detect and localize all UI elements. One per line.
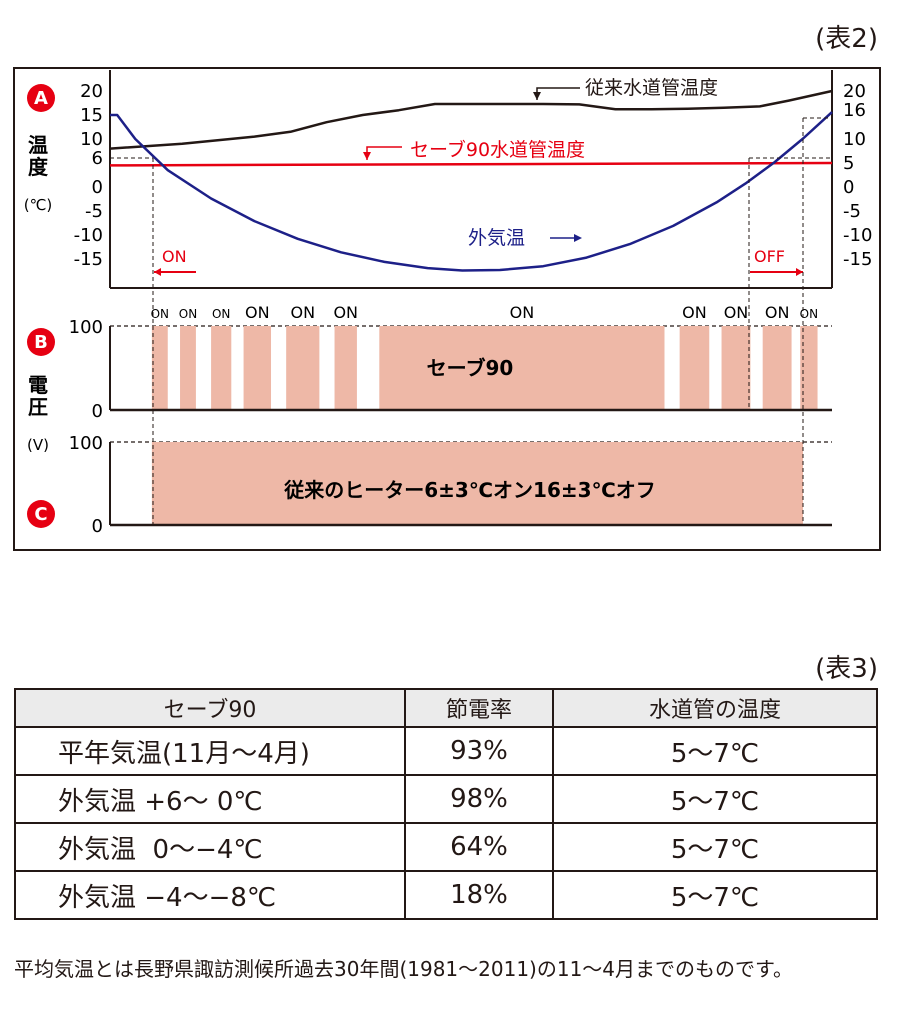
table-cell: 5〜7℃ bbox=[552, 726, 878, 776]
panel-b-ylabel: 電圧 bbox=[28, 373, 48, 419]
panel-b-on-bar bbox=[243, 326, 272, 410]
energy-saving-table: セーブ90 節電率 水道管の温度 平年気温(11月〜4月) 93% 5〜7℃ 外… bbox=[14, 688, 878, 920]
y-tick-right: 10 bbox=[843, 129, 866, 150]
on-annotation: ON bbox=[154, 247, 196, 276]
table-cell: 98% bbox=[404, 774, 554, 824]
footnote: 平均気温とは長野県諏訪測候所過去30年間(1981〜2011)の11〜4月までの… bbox=[14, 957, 794, 981]
svg-text:100: 100 bbox=[69, 433, 103, 454]
table-cell: 5〜7℃ bbox=[552, 822, 878, 872]
label-conventional: 従来水道管温度 bbox=[533, 77, 718, 100]
panel-b-on-bar bbox=[800, 326, 818, 410]
column-header: 節電率 bbox=[404, 688, 554, 728]
column-header: セーブ90 bbox=[14, 688, 406, 728]
y-tick-left: 15 bbox=[80, 105, 103, 126]
table-row: 外気温 +6〜 0℃ 98% 5〜7℃ bbox=[14, 774, 878, 824]
on-label: ON bbox=[333, 303, 358, 322]
table-cell: 18% bbox=[404, 870, 554, 920]
table-cell: 93% bbox=[404, 726, 554, 776]
y-tick-right: 20 bbox=[843, 81, 866, 102]
y-tick-right: 16 bbox=[843, 100, 866, 121]
y-tick-left: -5 bbox=[85, 201, 103, 222]
svg-text:0: 0 bbox=[92, 401, 103, 422]
panel-b-badge: B bbox=[27, 328, 55, 356]
svg-text:従来水道管温度: 従来水道管温度 bbox=[585, 77, 718, 99]
guide-lines bbox=[110, 117, 832, 525]
label-outdoor: 外気温 bbox=[468, 227, 582, 249]
panel-a-ylabel: 温度 bbox=[28, 133, 49, 179]
table-cell: 外気温 −4〜−8℃ bbox=[14, 870, 406, 920]
panel-b-yunit: (V) bbox=[27, 436, 49, 454]
panel-b-on-bar bbox=[679, 326, 710, 410]
panel-b-on-bar bbox=[721, 326, 751, 410]
panel-b-on-bar bbox=[762, 326, 792, 410]
on-label: ON bbox=[682, 303, 707, 322]
svg-text:100: 100 bbox=[69, 317, 103, 338]
panel-a-yunit: (℃) bbox=[24, 196, 53, 214]
panel-b-bar-label: セーブ90 bbox=[427, 356, 514, 380]
table-cell: 64% bbox=[404, 822, 554, 872]
y-tick-left: 0 bbox=[92, 177, 103, 198]
y-tick-left: 10 bbox=[80, 129, 103, 150]
y-tick-left: 6 bbox=[92, 148, 103, 169]
svg-text:B: B bbox=[34, 332, 48, 353]
on-label: ON bbox=[179, 307, 197, 321]
on-label: ON bbox=[510, 303, 535, 322]
panel-b-on-bar bbox=[379, 326, 665, 410]
panel-b-on-bar bbox=[211, 326, 232, 410]
panel-b-on-bar bbox=[334, 326, 357, 410]
panel-c-plot: 100 0 従来のヒーター6±3℃オン16±3℃オフ bbox=[69, 433, 832, 537]
conventional-pipe-temp-line bbox=[109, 89, 833, 150]
table-row: 外気温 0〜−4℃ 64% 5〜7℃ bbox=[14, 822, 878, 872]
table-row: 平年気温(11月〜4月) 93% 5〜7℃ bbox=[14, 726, 878, 776]
chart-frame bbox=[13, 67, 881, 551]
y-tick-left: -10 bbox=[74, 225, 103, 246]
y-tick-right: -10 bbox=[843, 225, 872, 246]
table-header-row: セーブ90 節電率 水道管の温度 bbox=[14, 688, 878, 728]
svg-text:OFF: OFF bbox=[754, 247, 785, 266]
table3-caption: (表3) bbox=[815, 654, 878, 684]
y-tick-left: 20 bbox=[80, 81, 103, 102]
svg-text:0: 0 bbox=[92, 516, 103, 537]
on-label: ON bbox=[800, 307, 818, 321]
off-annotation: OFF bbox=[750, 247, 803, 276]
panel-c-badge: C bbox=[27, 500, 55, 528]
table-cell: 平年気温(11月〜4月) bbox=[14, 726, 406, 776]
panel-b-on-bar bbox=[151, 326, 168, 410]
svg-text:C: C bbox=[34, 504, 47, 525]
svg-text:ON: ON bbox=[162, 247, 187, 266]
table-row: 外気温 −4〜−8℃ 18% 5〜7℃ bbox=[14, 870, 878, 920]
y-tick-right: -15 bbox=[843, 249, 872, 270]
table2-caption: (表2) bbox=[815, 24, 878, 54]
table-cell: 外気温 0〜−4℃ bbox=[14, 822, 406, 872]
panel-c-on-bar bbox=[151, 442, 804, 525]
svg-text:外気温: 外気温 bbox=[468, 227, 525, 249]
outdoor-temp-line bbox=[110, 111, 833, 272]
save90-pipe-temp-line bbox=[109, 161, 833, 167]
on-label: ON bbox=[724, 303, 749, 322]
svg-text:セーブ90水道管温度: セーブ90水道管温度 bbox=[410, 138, 585, 161]
panel-b-on-bar bbox=[180, 326, 196, 410]
label-save90: セーブ90水道管温度 bbox=[363, 138, 585, 161]
table-cell: 5〜7℃ bbox=[552, 774, 878, 824]
on-label: ON bbox=[290, 303, 315, 322]
panel-a-badge: A bbox=[27, 84, 55, 112]
on-label: ON bbox=[212, 307, 230, 321]
table-cell: 外気温 +6〜 0℃ bbox=[14, 774, 406, 824]
column-header: 水道管の温度 bbox=[552, 688, 878, 728]
panel-b-on-bar bbox=[286, 326, 320, 410]
svg-text:A: A bbox=[34, 88, 48, 109]
y-tick-left: -15 bbox=[74, 249, 103, 270]
on-label: ON bbox=[245, 303, 270, 322]
on-label: ON bbox=[765, 303, 790, 322]
panel-c-bar-label: 従来のヒーター6±3℃オン16±3℃オフ bbox=[283, 478, 656, 502]
on-label: ON bbox=[151, 307, 169, 321]
y-tick-right: 0 bbox=[843, 177, 854, 198]
y-tick-right: 5 bbox=[843, 153, 854, 174]
table-cell: 5〜7℃ bbox=[552, 870, 878, 920]
y-tick-right: -5 bbox=[843, 201, 861, 222]
panel-b-plot: 100 0 セーブ90 ON ON ON ON ON ON ON ON ON ON ON bbox=[69, 303, 832, 422]
